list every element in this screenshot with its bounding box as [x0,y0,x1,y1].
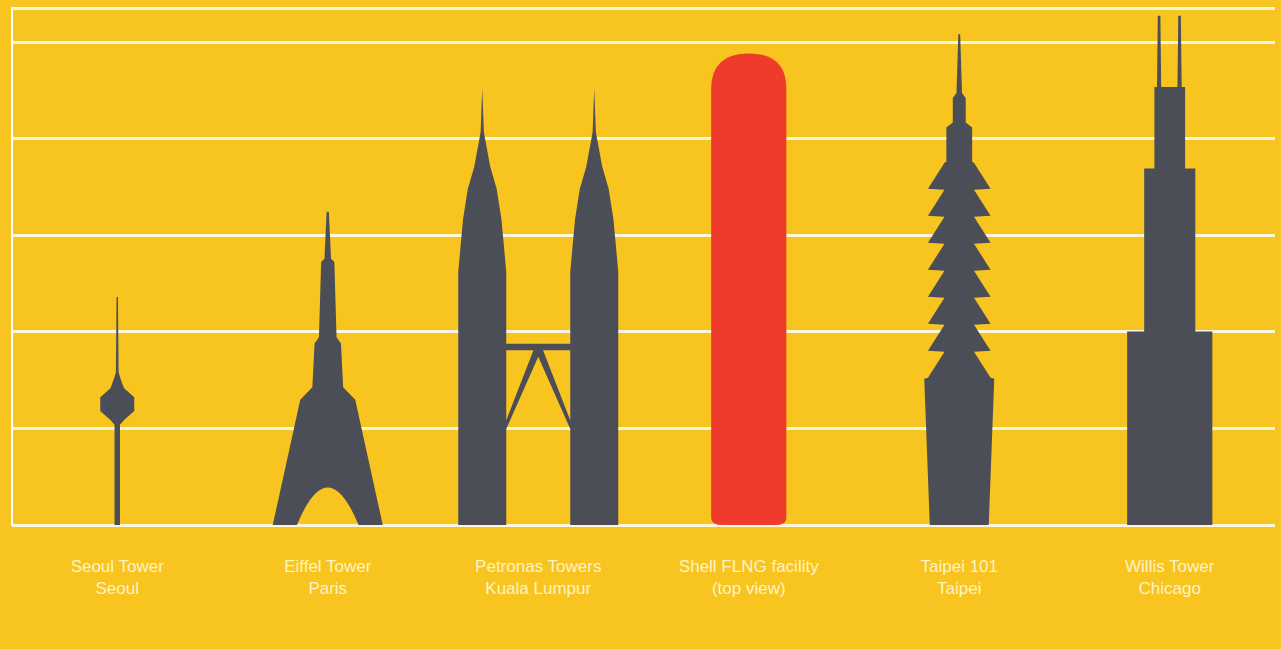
svg-text:Seoul Tower: Seoul Tower [71,557,165,576]
svg-text:Paris: Paris [308,579,347,598]
svg-text:Eiffel Tower: Eiffel Tower [284,557,372,576]
svg-text:Shell FLNG facility: Shell FLNG facility [679,557,819,576]
svg-text:Taipei: Taipei [937,579,981,598]
svg-text:Willis Tower: Willis Tower [1125,557,1215,576]
svg-text:Petronas Towers: Petronas Towers [475,557,601,576]
svg-text:Kuala Lumpur: Kuala Lumpur [485,579,591,598]
svg-text:Seoul: Seoul [96,579,139,598]
svg-text:Chicago: Chicago [1139,579,1201,598]
svg-text:Taipei 101: Taipei 101 [920,557,998,576]
svg-text:(top view): (top view) [712,579,786,598]
